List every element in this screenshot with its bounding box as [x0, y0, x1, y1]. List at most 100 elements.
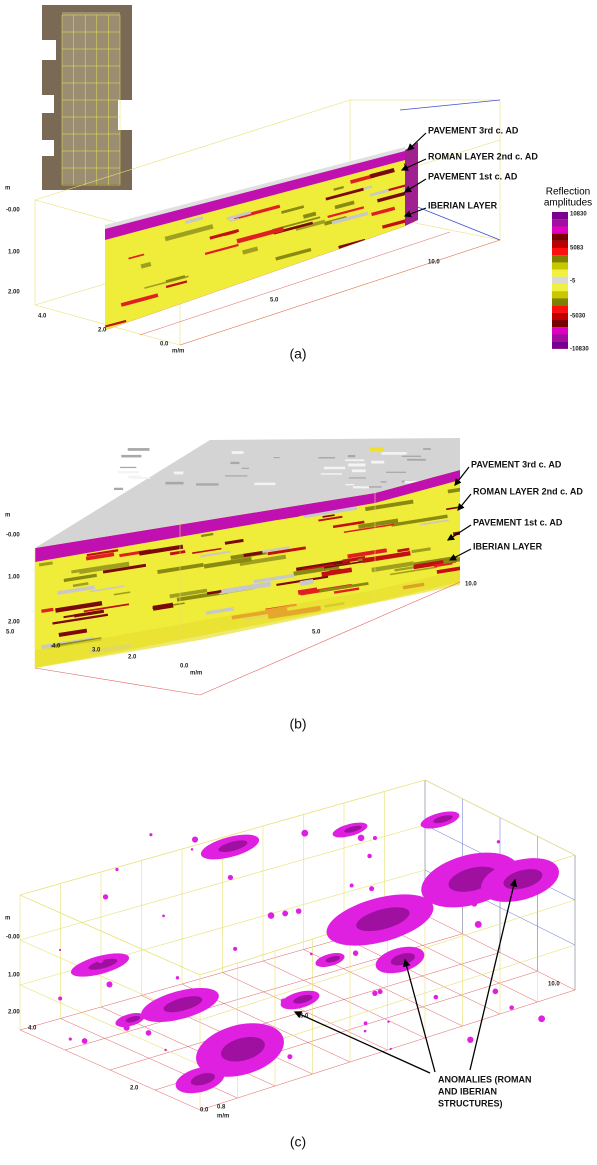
anomaly-speck — [532, 865, 535, 868]
top-speck — [132, 477, 150, 479]
top-speck — [174, 472, 184, 475]
gpr-stripe — [352, 249, 398, 264]
anomaly-speck — [268, 912, 275, 919]
axis-label: 2.00 — [8, 1010, 20, 1016]
annotation: PAVEMENT 1st c. AD — [473, 517, 563, 527]
top-speck — [353, 486, 369, 488]
axis-label: 10.0 — [465, 582, 477, 588]
legend-swatch — [552, 270, 568, 277]
anomaly-speck — [115, 868, 118, 871]
legend-swatch — [552, 284, 568, 291]
legend-swatch — [552, 234, 568, 241]
anomaly-speck — [350, 884, 354, 888]
anomaly-speck — [176, 976, 179, 979]
anomaly-speck — [123, 1025, 129, 1031]
anomaly-speck — [228, 875, 233, 880]
legend-label: -10830 — [570, 347, 589, 353]
axis-label: 3.0 — [92, 648, 101, 654]
anomaly-speck — [509, 1005, 514, 1010]
gpr-stripe — [329, 611, 381, 623]
legend-swatch — [552, 241, 568, 248]
annotation: STRUCTURES) — [438, 1098, 503, 1108]
anomaly-speck — [493, 989, 499, 995]
legend-swatch — [552, 327, 568, 334]
top-speck — [225, 475, 248, 476]
anomaly-speck — [426, 903, 431, 908]
axis-label: m/m — [217, 1114, 229, 1120]
legend-swatch — [552, 226, 568, 233]
photo-wall — [42, 95, 54, 113]
gpr-stripe — [324, 253, 367, 269]
gpr-stripe — [304, 266, 334, 276]
anomaly-speck — [296, 908, 302, 914]
anomaly-speck — [369, 886, 374, 891]
legend-swatch — [552, 334, 568, 341]
axis-label: 1.00 — [8, 973, 20, 979]
anomaly-speck — [69, 1037, 72, 1040]
gpr-stripe — [370, 237, 419, 254]
anomaly-speck — [434, 995, 439, 1000]
anomaly-speck — [162, 914, 165, 917]
gpr-slab — [105, 150, 405, 330]
anomaly-speck — [475, 921, 482, 928]
legend-title: Reflection — [546, 187, 590, 198]
top-spot — [370, 447, 384, 451]
axis-label: 10.0 — [548, 982, 560, 988]
axis-label: 4.0 — [52, 644, 61, 650]
axis-label: m — [5, 916, 10, 922]
top-speck — [324, 467, 345, 469]
gpr-stripe — [296, 273, 308, 280]
axis-label: 2.00 — [8, 290, 20, 296]
anomaly-speck — [387, 1021, 389, 1023]
axis-label: m/m — [172, 349, 184, 355]
anomaly-speck — [58, 996, 62, 1000]
legend-swatch — [552, 248, 568, 255]
anomaly-speck — [472, 901, 477, 906]
axis-label: 5.0 — [270, 298, 279, 304]
legend-swatch — [552, 291, 568, 298]
gpr-stripe — [287, 277, 305, 283]
annotation: ROMAN LAYER 2nd c. AD — [428, 151, 538, 161]
gpr-stripe — [128, 200, 162, 211]
axis-label: 4.0 — [28, 1026, 37, 1032]
axis-label: 2.0 — [130, 1086, 139, 1092]
axis-label: m — [5, 186, 10, 192]
anomaly-speck — [192, 836, 198, 842]
caption: (b) — [289, 716, 306, 732]
axis-label: 2.0 — [128, 655, 137, 661]
anomaly-speck — [106, 981, 112, 987]
anomaly-speck — [82, 1038, 88, 1044]
anomaly-speck — [149, 833, 152, 836]
top-speck — [352, 469, 366, 472]
annotation: IBERIAN LAYER — [428, 200, 498, 210]
legend-label: -5030 — [570, 314, 586, 320]
gpr-stripe — [382, 236, 397, 243]
top-speck — [242, 468, 249, 469]
gpr-stripe — [370, 241, 415, 257]
axis-label: -0.00 — [6, 533, 20, 539]
top-speck — [384, 452, 407, 454]
legend-label: 10830 — [570, 212, 587, 218]
anomaly-speck — [364, 1030, 367, 1033]
axis-label: 0.0 — [160, 342, 169, 348]
gpr-stripe — [330, 154, 352, 163]
legend-swatch — [552, 298, 568, 305]
anomaly-speck — [484, 878, 488, 882]
annotation: PAVEMENT 3rd c. AD — [471, 459, 562, 469]
axis-label: 1.00 — [8, 250, 20, 256]
axis-label: 0.0 — [200, 1108, 209, 1114]
gpr-stripe — [232, 631, 264, 639]
gpr-stripe — [379, 246, 404, 255]
anomaly-speck — [538, 1015, 545, 1022]
top-speck — [128, 448, 150, 451]
axis-label: 10.0 — [428, 260, 440, 266]
anomaly-speck — [97, 956, 104, 963]
gpr-stripe — [322, 263, 334, 268]
anomaly-speck — [364, 1021, 368, 1025]
caption: (c) — [290, 1134, 306, 1150]
caption: (a) — [289, 346, 306, 362]
top-speck — [319, 457, 336, 459]
gpr-stripe — [336, 261, 365, 271]
anomaly-speck — [301, 830, 308, 837]
anomaly-speck — [59, 949, 61, 951]
